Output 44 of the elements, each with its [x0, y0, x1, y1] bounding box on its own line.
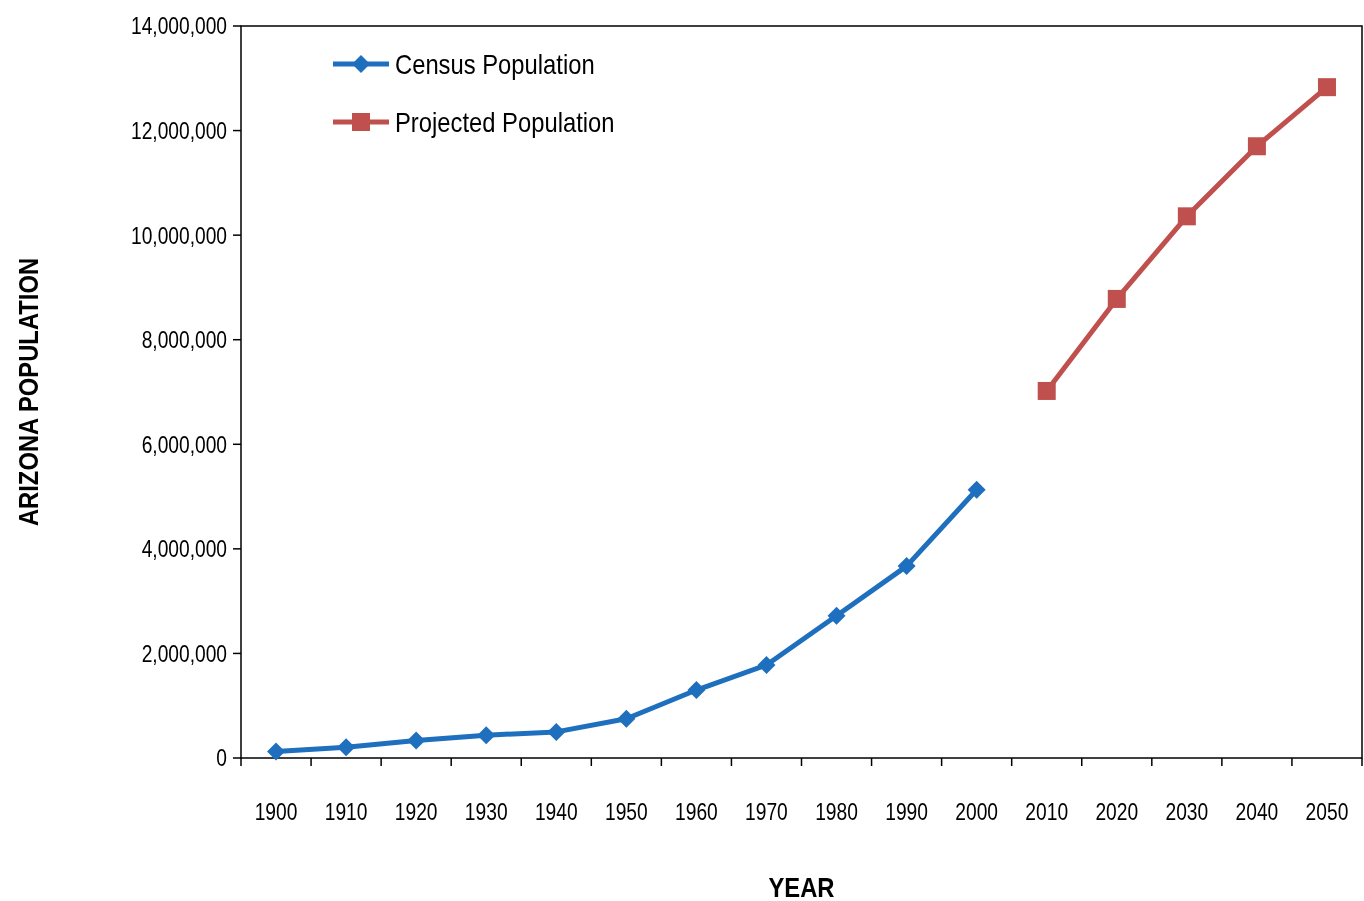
point [757, 655, 776, 674]
x-tick-label: 1920 [394, 797, 438, 826]
point [1247, 137, 1266, 156]
x-tick-label: 1980 [815, 797, 858, 826]
y-tick-label: 12,000,000 [130, 116, 227, 145]
point [1317, 78, 1336, 97]
x-tick-label: 1960 [675, 797, 718, 826]
x-tick-label: 2040 [1235, 797, 1279, 826]
y-tick-label: 0 [216, 744, 227, 772]
point [1177, 207, 1196, 226]
y-tick-label: 10,000,000 [130, 221, 227, 250]
x-tick-label: 2020 [1095, 797, 1139, 826]
point [617, 709, 636, 728]
x-tick-label: 1990 [885, 797, 928, 826]
point [897, 557, 916, 576]
point [827, 606, 846, 625]
x-tick-label: 1910 [324, 797, 368, 826]
legend-label: Census Population [395, 47, 595, 81]
y-tick-label: 14,000,000 [130, 12, 227, 40]
y-tick-label: 6,000,000 [141, 430, 227, 459]
x-tick-label: 2010 [1025, 797, 1069, 826]
x-tick-label: 2030 [1165, 797, 1209, 826]
x-tick-label: 1970 [745, 797, 788, 826]
point [477, 726, 496, 745]
x-tick-label: 1940 [534, 797, 578, 826]
x-tick-label: 1900 [254, 797, 298, 826]
x-tick-label: 1950 [605, 797, 648, 826]
point [337, 738, 356, 757]
y-tick-label: 2,000,000 [141, 639, 227, 668]
point [967, 480, 986, 499]
point [267, 742, 286, 761]
x-tick-label: 1930 [464, 797, 508, 826]
x-axis-title: YEAR [768, 871, 835, 901]
point [1107, 289, 1126, 308]
point [687, 681, 706, 700]
legend-label: Projected Population [395, 105, 615, 139]
point [407, 731, 426, 750]
y-tick-label: 4,000,000 [141, 535, 227, 563]
point [1037, 381, 1056, 400]
point [547, 722, 566, 741]
y-axis-title: ARIZONA POPULATION [12, 257, 45, 527]
y-tick-label: 8,000,000 [141, 326, 227, 354]
x-tick-label: 2050 [1305, 797, 1349, 826]
x-tick-label: 2000 [955, 797, 998, 826]
